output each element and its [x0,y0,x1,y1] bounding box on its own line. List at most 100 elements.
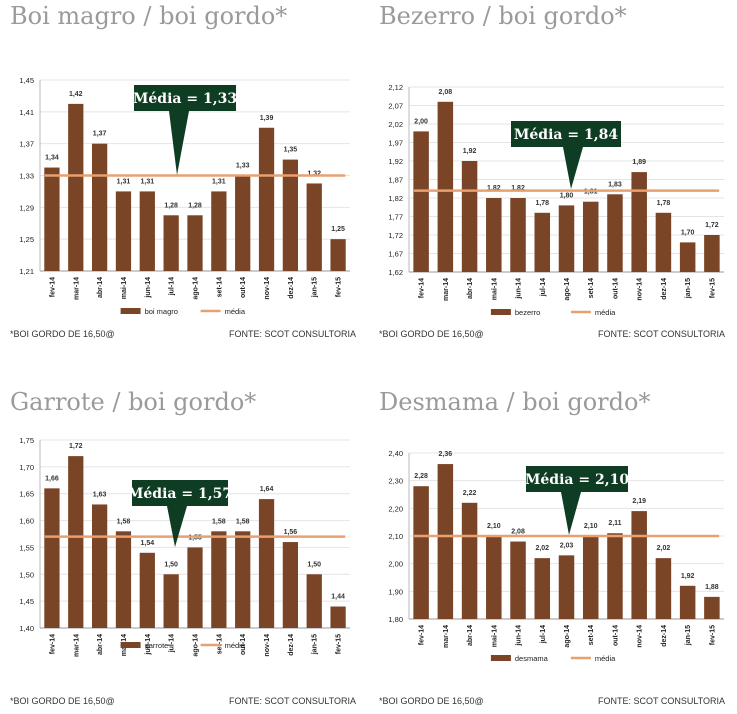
data-label: 1,88 [705,584,719,591]
data-label: 1,33 [236,163,250,170]
x-tick-label: jan-15 [685,278,692,299]
y-tick-label: 1,37 [19,140,34,149]
data-label: 2,08 [511,529,525,536]
y-tick-label: 1,45 [19,597,34,606]
data-label: 1,80 [560,192,574,199]
x-tick-label: jul-14 [169,634,176,653]
data-label: 1,28 [164,202,178,209]
data-label: 1,34 [45,155,59,162]
x-tick-label: ago-14 [564,625,571,648]
data-label: 1,25 [331,226,345,233]
bar [68,456,84,628]
x-tick-label: jul-14 [540,625,547,644]
x-tick-label: jun-14 [516,278,523,300]
bar [631,511,647,619]
y-tick-label: 1,72 [388,231,403,240]
x-tick-label: abr-14 [467,625,474,646]
data-label: 1,58 [212,518,226,525]
bar [582,536,599,619]
bar [631,172,647,272]
source-note: FONTE: SCOT CONSULTORIA [597,329,725,339]
x-tick-label: out-14 [240,277,247,298]
data-label: 1,78 [657,200,671,207]
x-tick-label: dez-14 [661,278,668,300]
x-tick-label: set-14 [588,278,595,298]
bar [437,101,454,272]
bar [211,531,227,628]
y-tick-label: 2,10 [388,532,403,541]
bar [163,574,179,628]
bar [211,191,227,271]
x-tick-label: nov-14 [264,634,271,657]
average-callout [132,480,228,547]
bar [607,194,623,272]
y-tick-label: 1,90 [388,587,403,596]
source-note: FONTE: SCOT CONSULTORIA [597,696,725,706]
x-tick-label: fev-15 [336,634,343,654]
data-label: 1,66 [45,475,59,482]
legend-label: boi magro [145,307,178,316]
average-callout-text: Média = 1,33 [133,91,237,107]
x-tick-label: nov-14 [637,625,644,648]
data-label: 1,35 [284,147,298,154]
y-tick-label: 1,77 [388,213,403,222]
legend-label: média [595,654,616,663]
y-tick-label: 1,97 [388,139,403,148]
bar [413,131,429,272]
bar [510,541,526,619]
data-label: 1,31 [212,178,226,185]
data-label: 2,02 [535,545,549,552]
bar [163,215,179,271]
y-tick-label: 1,41 [19,108,34,117]
source-note: FONTE: SCOT CONSULTORIA [228,329,356,339]
bar [306,574,322,628]
x-tick-label: jun-14 [145,277,152,299]
chart-svg-garrote: 1,40 1,45 1,50 1,55 1,60 1,65 1,70 1,75 1,66 fev-… [19,436,350,657]
bar [607,533,623,619]
legend-swatch-bar [490,655,511,661]
y-tick-label: 2,02 [388,120,403,129]
chart-title: Desmama / boi gordo* [379,388,651,416]
chart-title: Boi magro / boi gordo* [10,2,288,30]
average-callout-text: Média = 1,57 [128,486,232,502]
footnote: *BOI GORDO DE 16,50@ [10,329,115,339]
bar [679,242,696,272]
average-callout [526,466,628,535]
x-tick-label: jul-14 [169,277,176,296]
data-label: 1,58 [117,518,131,525]
chart-svg-desmama: 1,80 1,90 2,00 2,10 2,20 2,30 2,40 2,28 fev-14 2,… [388,449,724,663]
x-tick-label: out-14 [240,634,247,655]
x-tick-label: abr-14 [97,634,104,655]
bar [486,536,502,619]
bar [115,531,132,628]
x-tick-label: mar-14 [443,278,450,301]
legend-label: garrote [145,641,169,650]
bar [187,215,203,271]
x-tick-label: jan-15 [685,625,692,646]
data-label: 2,28 [414,473,428,480]
bar [44,488,60,628]
bar [461,161,478,272]
y-tick-label: 1,87 [388,176,403,185]
x-tick-label: fev-14 [419,278,426,298]
x-tick-label: dez-14 [288,277,295,299]
data-label: 1,31 [117,178,131,185]
y-tick-label: 1,21 [19,267,34,276]
data-label: 1,81 [584,189,598,196]
x-tick-label: jan-15 [312,277,319,298]
bar [282,159,299,271]
average-callout [134,85,236,175]
x-tick-label: nov-14 [637,278,644,301]
data-label: 2,08 [439,89,453,96]
y-tick-label: 1,62 [388,268,403,277]
data-label: 2,00 [414,118,428,125]
bar [139,191,155,271]
chart-panel-boi-magro: 1,21 1,25 1,29 1,33 1,37 1,41 1,45 1,34 fev-14 1,… [0,0,368,357]
chart-title: Bezerro / boi gordo* [379,2,627,30]
footnote: *BOI GORDO DE 16,50@ [379,696,484,706]
bar [558,555,575,619]
y-tick-label: 2,40 [388,449,403,458]
bar [704,596,720,619]
y-tick-label: 1,80 [388,615,403,624]
data-label: 1,78 [535,200,549,207]
